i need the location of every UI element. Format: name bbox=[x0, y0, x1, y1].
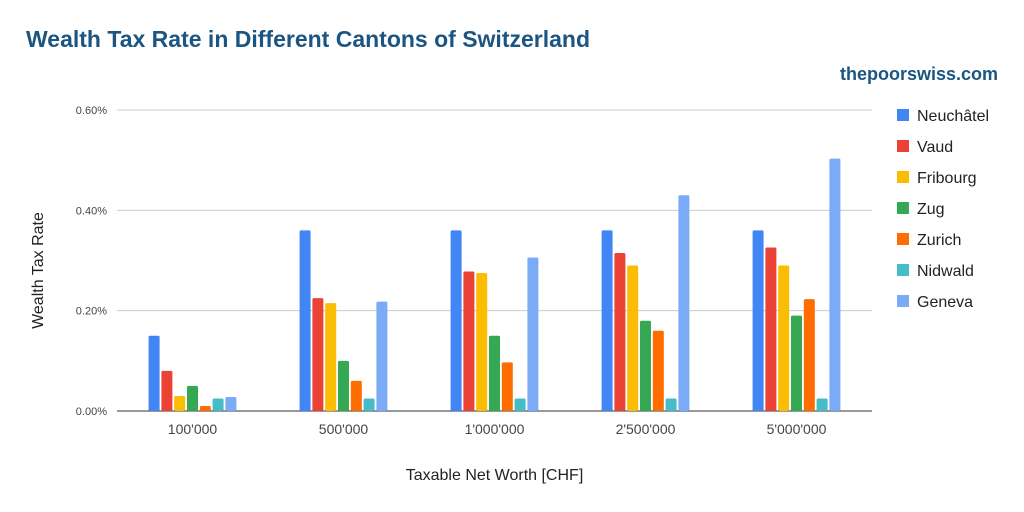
bar-vaud-2[interactable] bbox=[463, 271, 475, 411]
x-tick-label: 1'000'000 bbox=[465, 421, 525, 437]
bar-zurich-1[interactable] bbox=[350, 380, 362, 411]
y-tick-label: 0.60% bbox=[76, 105, 107, 117]
legend-label: Geneva bbox=[917, 294, 973, 311]
legend-swatch bbox=[897, 264, 909, 276]
bar-zug-3[interactable] bbox=[640, 320, 651, 411]
bar-zurich-2[interactable] bbox=[501, 362, 513, 411]
bar-nidwald-0[interactable] bbox=[212, 398, 224, 411]
legend-swatch bbox=[897, 171, 909, 183]
bar-vaud-1[interactable] bbox=[312, 298, 324, 411]
bar-nidwald-3[interactable] bbox=[665, 398, 677, 411]
y-tick-label: 0.40% bbox=[76, 205, 107, 217]
legend-label: Zurich bbox=[917, 232, 961, 249]
legend-swatch bbox=[897, 233, 909, 245]
bar-nidwald-1[interactable] bbox=[363, 398, 375, 411]
legend-swatch bbox=[897, 140, 909, 152]
bar-geneva-4[interactable] bbox=[829, 158, 841, 411]
legend-label: Vaud bbox=[917, 139, 953, 156]
legend-item-vaud[interactable]: Vaud bbox=[897, 139, 953, 156]
x-tick-label: 500'000 bbox=[319, 421, 369, 437]
bar-neuch-tel-3[interactable] bbox=[601, 230, 613, 411]
bar-geneva-3[interactable] bbox=[678, 195, 690, 411]
bar-zug-0[interactable] bbox=[187, 385, 198, 411]
x-tick-label: 100'000 bbox=[168, 421, 218, 437]
bar-zurich-3[interactable] bbox=[652, 330, 664, 411]
legend-item-fribourg[interactable]: Fribourg bbox=[897, 170, 977, 187]
x-axis-title: Taxable Net Worth [CHF] bbox=[406, 467, 584, 484]
bar-fribourg-2[interactable] bbox=[476, 273, 488, 411]
bar-zurich-0[interactable] bbox=[199, 405, 211, 411]
bar-geneva-2[interactable] bbox=[527, 257, 539, 411]
bar-neuch-tel-1[interactable] bbox=[299, 230, 311, 411]
y-axis-title: Wealth Tax Rate bbox=[30, 212, 47, 329]
bar-neuch-tel-4[interactable] bbox=[752, 230, 764, 411]
legend-item-geneva[interactable]: Geneva bbox=[897, 294, 973, 311]
legend-label: Fribourg bbox=[917, 170, 977, 187]
watermark-link[interactable]: thepoorswiss.com bbox=[839, 64, 998, 84]
legend-swatch bbox=[897, 202, 909, 214]
bar-vaud-3[interactable] bbox=[614, 252, 626, 411]
bar-geneva-1[interactable] bbox=[376, 301, 388, 411]
y-tick-label: 0.20% bbox=[76, 306, 107, 318]
legend-item-nidwald[interactable]: Nidwald bbox=[897, 263, 974, 280]
bar-neuch-tel-0[interactable] bbox=[148, 335, 160, 411]
bar-zug-2[interactable] bbox=[489, 335, 500, 411]
bar-nidwald-4[interactable] bbox=[816, 398, 828, 411]
x-tick-label: 5'000'000 bbox=[767, 421, 827, 437]
legend-swatch bbox=[897, 109, 909, 121]
legend-label: Neuchâtel bbox=[917, 108, 989, 125]
bar-zug-4[interactable] bbox=[791, 315, 802, 411]
axis-layer: 0.00% 0.20% 0.40% 0.60% 100'000 500'000 1'000'… bbox=[30, 105, 827, 484]
bar-nidwald-2[interactable] bbox=[514, 398, 526, 411]
legend-swatch bbox=[897, 295, 909, 307]
bar-fribourg-3[interactable] bbox=[627, 265, 639, 411]
legend: Neuchâtel Vaud Fribourg Zug Zurich Nidwald Gen… bbox=[897, 108, 989, 311]
bar-geneva-0[interactable] bbox=[225, 396, 237, 411]
legend-item-neuch-tel[interactable]: Neuchâtel bbox=[897, 108, 989, 125]
bar-fribourg-0[interactable] bbox=[174, 395, 186, 411]
bar-vaud-4[interactable] bbox=[765, 247, 777, 411]
bar-vaud-0[interactable] bbox=[161, 370, 173, 411]
x-tick-label: 2'500'000 bbox=[616, 421, 676, 437]
legend-item-zug[interactable]: Zug bbox=[897, 201, 945, 218]
y-tick-label: 0.00% bbox=[76, 406, 107, 418]
bar-fribourg-4[interactable] bbox=[778, 265, 790, 411]
bar-zug-1[interactable] bbox=[338, 360, 349, 411]
legend-item-zurich[interactable]: Zurich bbox=[897, 232, 961, 249]
chart-title: Wealth Tax Rate in Different Cantons of … bbox=[26, 26, 590, 52]
bars-layer bbox=[148, 158, 841, 411]
bar-neuch-tel-2[interactable] bbox=[450, 230, 462, 411]
bar-fribourg-1[interactable] bbox=[325, 303, 337, 411]
bar-zurich-4[interactable] bbox=[803, 299, 815, 411]
legend-label: Zug bbox=[917, 201, 945, 218]
legend-label: Nidwald bbox=[917, 263, 974, 280]
